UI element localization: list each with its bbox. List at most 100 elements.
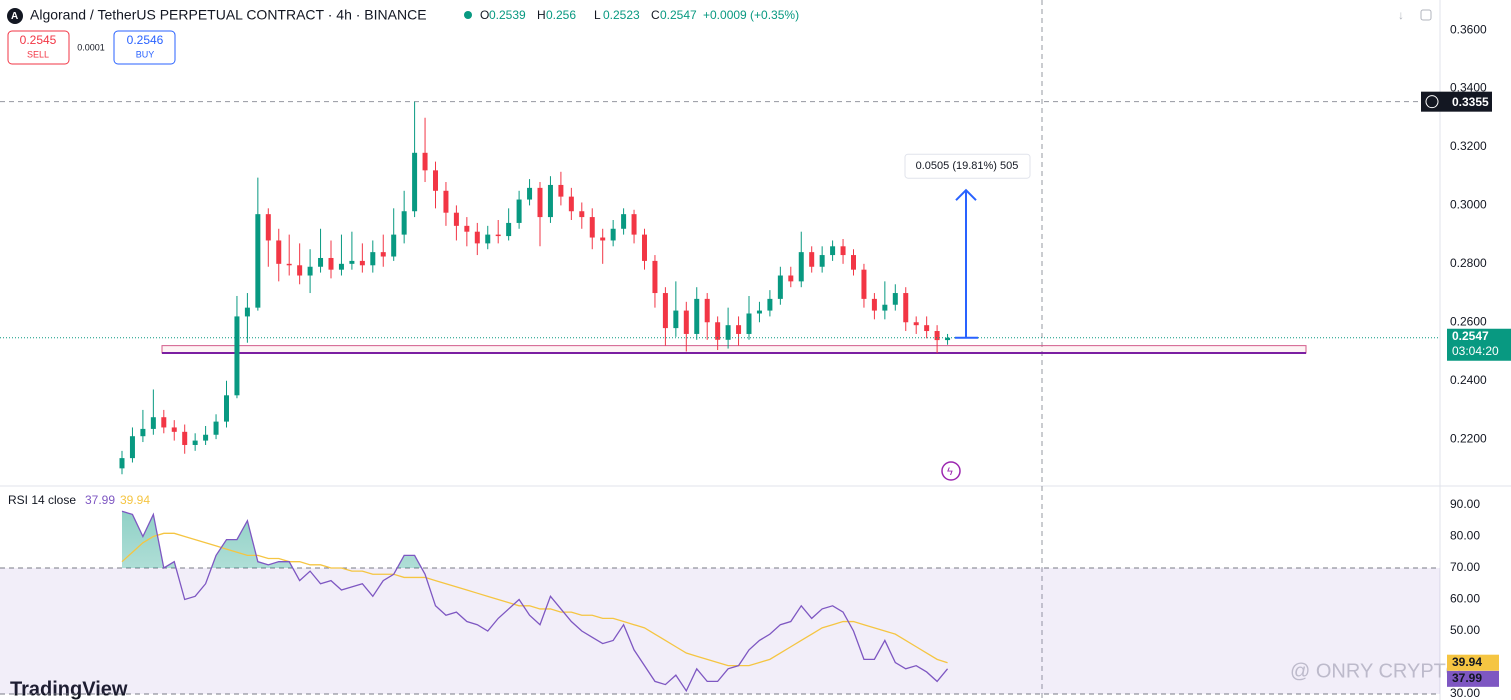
measure-arrowhead (955, 188, 977, 201)
y-tick-label: 0.2200 (1450, 431, 1487, 445)
buy-label: BUY (136, 49, 155, 59)
candle-body (328, 257, 334, 270)
candle-body (871, 298, 877, 311)
candle-body (934, 331, 940, 341)
candle-body (840, 246, 846, 256)
alert-bolt: ϟ (947, 466, 953, 478)
candle-body (234, 316, 240, 396)
candle-body (380, 252, 386, 257)
candle-body (809, 252, 815, 267)
rsi-value: 39.94 (120, 493, 150, 507)
candle-body (756, 310, 762, 314)
ohlc-value: 0.2539 (489, 8, 526, 22)
rsi-line (121, 532, 948, 667)
candle-body (662, 293, 668, 329)
y-tick-label: 30.00 (1450, 686, 1480, 700)
candle-body (642, 234, 647, 261)
sell-price: 0.2545 (20, 33, 57, 47)
candle-body (506, 222, 512, 237)
buy-price: 0.2546 (127, 33, 164, 47)
ohlc-value: 0.2523 (603, 8, 640, 22)
candle-body (422, 152, 428, 171)
candle-body (537, 187, 543, 218)
candle-body (777, 275, 783, 299)
candle-body (265, 214, 271, 241)
candle-body (412, 152, 418, 212)
rsi-axis-label: 39.94 (1452, 655, 1482, 669)
crosshair-price: 0.3355 (1452, 95, 1489, 109)
candle-body (725, 325, 731, 340)
sell-label: SELL (27, 49, 49, 59)
candle-body (558, 184, 564, 197)
candle-body (924, 325, 930, 332)
y-tick-label: 60.00 (1450, 592, 1480, 606)
candle-body (736, 325, 742, 334)
y-tick-label: 90.00 (1450, 497, 1480, 511)
candle-body (683, 310, 689, 334)
candle-body (819, 255, 825, 267)
candle-body (495, 234, 501, 237)
ohlc-letter: H (537, 8, 546, 22)
last-price-box (1447, 328, 1511, 361)
y-tick-label: 0.3200 (1450, 139, 1487, 153)
fullscreen-icon[interactable] (1420, 9, 1432, 21)
candle-body (286, 263, 292, 266)
candle-body (171, 427, 177, 432)
candle-body (443, 190, 449, 213)
status-dot (464, 11, 472, 19)
crosshair-price-box (1421, 91, 1492, 112)
rsi-axis-label: 37.99 (1452, 671, 1482, 685)
ohlc-letter: O (480, 8, 489, 22)
candle-body (276, 240, 282, 264)
alert-icon[interactable] (941, 461, 961, 481)
y-tick-label: 0.2800 (1450, 256, 1487, 270)
candle-body (715, 322, 721, 340)
last-price-label: 0.2547 (1452, 329, 1489, 343)
symbol-icon-letter: A (11, 11, 18, 22)
candle-body (704, 298, 710, 323)
candle-body (788, 275, 794, 282)
candle-body (255, 214, 261, 308)
candle-body (318, 257, 324, 267)
spread: 0.0001 (77, 42, 105, 52)
candle-body (527, 187, 533, 200)
candle-body (913, 322, 919, 326)
tradingview-logo: TradingView (10, 678, 128, 700)
candle-body (224, 395, 229, 422)
ohlc-value: 0.2547 (660, 8, 697, 22)
symbol-title: Algorand / TetherUS PERPETUAL CONTRACT ·… (30, 7, 427, 23)
plus-icon (1425, 95, 1439, 109)
rsi-overbought-fill (122, 511, 422, 568)
candle-body (652, 260, 658, 294)
countdown: 03:04:20 (1452, 344, 1499, 358)
candle-body (861, 269, 867, 299)
candle-body (547, 184, 553, 218)
candle-body (474, 231, 480, 244)
candle-body (568, 196, 574, 212)
candle-body (767, 298, 773, 311)
symbol-icon (7, 8, 23, 24)
candle-body (244, 307, 250, 317)
measure-label: 0.0505 (19.81%) 505 (916, 160, 1019, 172)
candle-body (119, 458, 125, 469)
candle-body (433, 170, 438, 191)
candle-body (297, 265, 303, 276)
candle-body (129, 436, 135, 459)
sell-button[interactable] (7, 30, 70, 65)
candle-body (610, 228, 616, 241)
rsi-value: 37.99 (85, 493, 115, 507)
candle-body (945, 337, 951, 341)
buy-button[interactable] (113, 30, 176, 65)
candle-body (453, 212, 459, 226)
download-icon[interactable]: ↓ (1398, 8, 1404, 22)
y-tick-label: 80.00 (1450, 529, 1480, 543)
candle-body (621, 214, 627, 229)
candle-body (150, 417, 156, 429)
candle-body (192, 440, 198, 445)
candle-body (464, 225, 470, 232)
y-tick-label: 70.00 (1450, 560, 1480, 574)
candle-body (391, 234, 397, 257)
rsi-title: RSI 14 close (8, 493, 76, 507)
candle-body (694, 298, 700, 334)
candle-body (401, 211, 407, 235)
